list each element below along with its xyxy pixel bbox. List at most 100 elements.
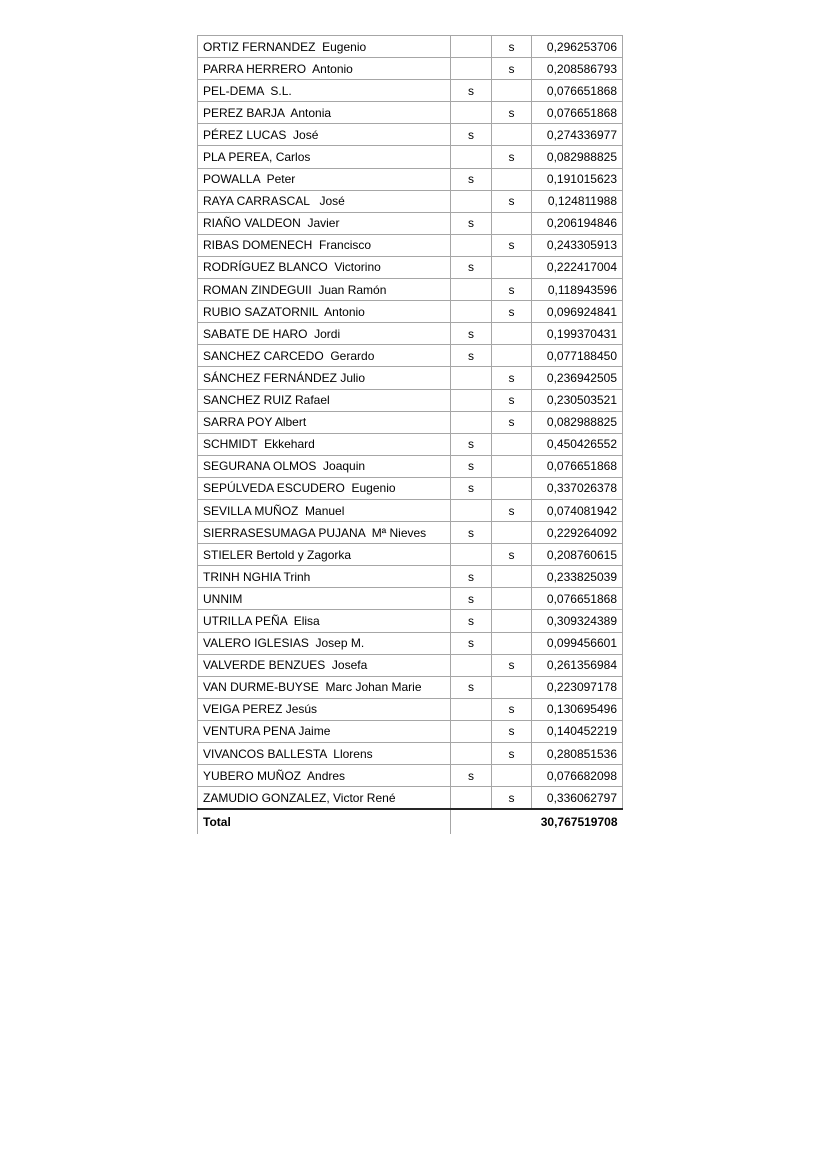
s-mark-left	[450, 34, 492, 59]
participant-name: PARRA HERRERO Antonio	[197, 57, 451, 81]
s-mark-right	[491, 609, 532, 633]
participant-name: TRINH NGHIA Trinh	[197, 565, 451, 589]
table-row: PARRA HERRERO Antonio s 0,208586793	[197, 57, 623, 81]
participant-name: RODRÍGUEZ BLANCO Victorino	[197, 255, 451, 280]
row-value: 0,236942505	[531, 366, 623, 390]
s-mark-left	[450, 410, 492, 434]
table-row: VIVANCOS BALLESTA Llorens s 0,280851536	[197, 741, 623, 766]
s-mark-right: s	[491, 189, 532, 213]
row-value: 0,222417004	[531, 255, 623, 280]
table-body: ORTIZ FERNANDEZ Eugenio s 0,296253706 PARRA…	[197, 34, 623, 810]
table-row: POWALLA Peter s 0,191015623	[197, 167, 623, 191]
s-mark-right	[491, 432, 532, 456]
participant-name: RIAÑO VALDEON Javier	[197, 211, 451, 235]
s-mark-left: s	[450, 123, 492, 147]
s-mark-right: s	[491, 653, 532, 677]
row-value: 0,140452219	[531, 719, 623, 744]
participant-name: ZAMUDIO GONZALEZ, Victor René	[197, 786, 451, 810]
participant-name: VENTURA PENA Jaime	[197, 719, 451, 744]
s-mark-right	[491, 123, 532, 147]
participant-name: VALERO IGLESIAS Josep M.	[197, 631, 451, 655]
row-value: 0,124811988	[531, 189, 623, 213]
table-row: ZAMUDIO GONZALEZ, Victor René s 0,33606279…	[197, 786, 623, 810]
s-mark-left: s	[450, 454, 492, 478]
s-mark-left: s	[450, 344, 492, 368]
s-mark-right: s	[491, 388, 532, 412]
s-mark-left	[450, 697, 492, 721]
s-mark-right: s	[491, 34, 532, 59]
s-mark-left: s	[450, 322, 492, 346]
s-mark-right: s	[491, 101, 532, 125]
participant-name: SÁNCHEZ FERNÁNDEZ Julio	[197, 366, 451, 390]
participant-name: SARRA POY Albert	[197, 410, 451, 434]
participant-name: PEREZ BARJA Antonia	[197, 101, 451, 125]
s-mark-left: s	[450, 255, 492, 280]
table-row: RODRÍGUEZ BLANCO Victorino s 0,222417004	[197, 255, 623, 280]
table-row: SEVILLA MUÑOZ Manuel s 0,074081942	[197, 498, 623, 523]
table-row: SEGURANA OLMOS Joaquin s 0,076651868	[197, 454, 623, 478]
participant-name: SANCHEZ RUIZ Rafael	[197, 388, 451, 412]
table-row: STIELER Bertold y Zagorka s 0,208760615	[197, 543, 623, 567]
row-value: 0,261356984	[531, 653, 623, 677]
row-value: 0,099456601	[531, 631, 623, 655]
table-row: SCHMIDT Ekkehard s 0,450426552	[197, 432, 623, 456]
s-mark-right	[491, 344, 532, 368]
s-mark-left	[450, 653, 492, 677]
total-label: Total	[197, 808, 451, 835]
table-row: VAN DURME-BUYSE Marc Johan Marie s 0,22309…	[197, 675, 623, 699]
s-mark-left: s	[450, 476, 492, 500]
table-row: SEPÚLVEDA ESCUDERO Eugenio s 0,337026378	[197, 476, 623, 500]
participant-name: SEGURANA OLMOS Joaquin	[197, 454, 451, 478]
s-mark-left	[450, 233, 492, 257]
s-mark-left	[450, 719, 492, 744]
s-mark-left: s	[450, 675, 492, 699]
participant-name: ORTIZ FERNANDEZ Eugenio	[197, 34, 451, 59]
row-value: 0,130695496	[531, 697, 623, 721]
row-value: 0,076651868	[531, 79, 623, 103]
s-mark-right	[491, 167, 532, 191]
row-value: 0,096924841	[531, 300, 623, 324]
table-row: SABATE DE HARO Jordi s 0,199370431	[197, 322, 623, 346]
table-row: PEREZ BARJA Antonia s 0,076651868	[197, 101, 623, 125]
s-mark-left	[450, 388, 492, 412]
s-mark-right	[491, 675, 532, 699]
row-value: 0,082988825	[531, 410, 623, 434]
row-value: 0,077188450	[531, 344, 623, 368]
row-value: 0,074081942	[531, 498, 623, 523]
participant-name: SABATE DE HARO Jordi	[197, 322, 451, 346]
row-value: 0,230503521	[531, 388, 623, 412]
s-mark-right	[491, 587, 532, 611]
s-mark-left	[450, 189, 492, 213]
row-value: 0,450426552	[531, 432, 623, 456]
s-mark-left: s	[450, 167, 492, 191]
s-mark-left: s	[450, 432, 492, 456]
participant-name: RIBAS DOMENECH Francisco	[197, 233, 451, 257]
row-value: 0,076651868	[531, 587, 623, 611]
table-row: VENTURA PENA Jaime s 0,140452219	[197, 719, 623, 744]
table-row: YUBERO MUÑOZ Andres s 0,076682098	[197, 764, 623, 788]
table-row: VALERO IGLESIAS Josep M. s 0,099456601	[197, 631, 623, 655]
participant-name: VEIGA PEREZ Jesús	[197, 697, 451, 721]
table-row: UNNIM s 0,076651868	[197, 587, 623, 611]
s-mark-left	[450, 366, 492, 390]
row-value: 0,337026378	[531, 476, 623, 500]
s-mark-right: s	[491, 543, 532, 567]
row-value: 0,223097178	[531, 675, 623, 699]
row-value: 0,296253706	[531, 34, 623, 59]
s-mark-right: s	[491, 697, 532, 721]
row-value: 0,243305913	[531, 233, 623, 257]
s-mark-right	[491, 454, 532, 478]
participant-name: RUBIO SAZATORNIL Antonio	[197, 300, 451, 324]
row-value: 0,076651868	[531, 454, 623, 478]
participant-name: STIELER Bertold y Zagorka	[197, 543, 451, 567]
s-mark-right	[491, 255, 532, 280]
participant-name: VALVERDE BENZUES Josefa	[197, 653, 451, 677]
participant-name: VAN DURME-BUYSE Marc Johan Marie	[197, 675, 451, 699]
participant-name: SANCHEZ CARCEDO Gerardo	[197, 344, 451, 368]
s-mark-left	[450, 498, 492, 523]
s-mark-right	[491, 211, 532, 235]
table-row: SANCHEZ CARCEDO Gerardo s 0,077188450	[197, 344, 623, 368]
participant-name: PLA PEREA, Carlos	[197, 145, 451, 169]
s-mark-left	[450, 101, 492, 125]
